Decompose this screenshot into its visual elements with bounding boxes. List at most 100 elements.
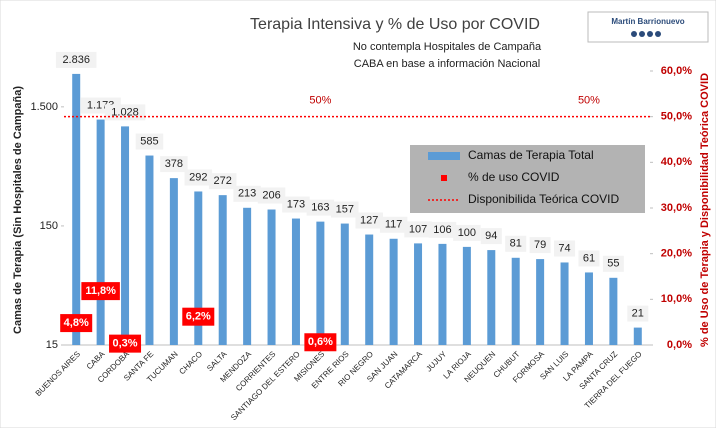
value-label: 173 xyxy=(287,198,305,210)
value-label-box xyxy=(379,216,408,233)
y2-tick-label: 10,0% xyxy=(661,293,692,305)
value-label-box xyxy=(428,221,457,238)
legend-swatch xyxy=(428,152,460,160)
value-label: 106 xyxy=(433,224,451,236)
value-label: 100 xyxy=(458,227,476,239)
value-label: 21 xyxy=(632,308,644,320)
y-tick-label: 1.500 xyxy=(30,101,58,113)
bar xyxy=(389,238,398,345)
y-tick-label: 150 xyxy=(40,220,58,232)
marker-label: 11,8% xyxy=(85,285,116,297)
y2-tick-label: 50,0% xyxy=(661,111,692,123)
value-label: 272 xyxy=(214,175,232,187)
value-label: 585 xyxy=(140,135,158,147)
bar xyxy=(169,178,178,345)
bar xyxy=(291,218,300,345)
value-label-box xyxy=(453,224,481,241)
value-label: 61 xyxy=(583,252,595,264)
chart-title: Terapia Intensiva y % de Uso por COVID xyxy=(250,16,540,33)
bar xyxy=(243,207,252,345)
value-label-box xyxy=(505,235,527,252)
marker-label: 4,8% xyxy=(64,317,89,329)
value-label: 1.028 xyxy=(111,106,139,118)
bar xyxy=(633,327,642,345)
value-label: 213 xyxy=(238,188,256,200)
value-label: 163 xyxy=(311,202,329,214)
marker xyxy=(182,307,215,326)
value-label-box xyxy=(282,196,310,213)
y2-axis-title: % de Uso de Terapia y Disponibilidad Teó… xyxy=(699,73,711,347)
value-label-box xyxy=(404,221,432,238)
y2-tick-label: 40,0% xyxy=(661,156,692,168)
bar xyxy=(267,209,276,345)
value-label-box xyxy=(257,187,286,204)
value-label: 206 xyxy=(262,189,280,201)
value-label-box xyxy=(233,185,261,202)
bar xyxy=(511,257,520,345)
value-label-box xyxy=(184,169,213,186)
value-label-box xyxy=(104,104,146,121)
value-label: 2.836 xyxy=(62,54,90,66)
value-label-box xyxy=(554,240,576,257)
bar xyxy=(96,119,105,346)
value-label: 81 xyxy=(510,238,522,250)
value-label-box xyxy=(331,201,359,218)
marker-label: 6,2% xyxy=(186,311,211,323)
y2-tick-label: 30,0% xyxy=(661,202,692,214)
bar xyxy=(194,191,203,345)
badge: Martín Barrionuevo xyxy=(611,17,684,26)
y2-tick-label: 20,0% xyxy=(661,248,692,260)
marker xyxy=(81,282,120,301)
value-label-box xyxy=(355,212,383,229)
bar xyxy=(536,259,545,345)
value-label: 157 xyxy=(336,203,354,215)
bar xyxy=(365,234,374,345)
value-label-box xyxy=(627,305,649,322)
value-label-box xyxy=(160,156,188,173)
value-label: 127 xyxy=(360,214,378,226)
value-label: 378 xyxy=(165,158,183,170)
value-label-box xyxy=(306,199,335,216)
badge-box xyxy=(587,11,709,43)
value-label: 117 xyxy=(385,219,403,231)
bar xyxy=(145,155,154,345)
bar xyxy=(121,126,130,346)
value-label-box xyxy=(602,255,624,272)
bar xyxy=(609,277,618,345)
value-label: 55 xyxy=(607,258,619,270)
y-axis-title: Camas de Terapia (Sin Hospitales de Camp… xyxy=(12,86,24,334)
marker xyxy=(60,314,93,333)
bar xyxy=(340,223,349,345)
subtitle: No contempla Hospitales de Campaña xyxy=(353,41,542,53)
value-label: 94 xyxy=(485,230,497,242)
bar xyxy=(316,221,325,345)
bar xyxy=(438,243,447,345)
bar xyxy=(72,73,81,345)
value-label: 79 xyxy=(534,239,546,251)
bar xyxy=(487,250,496,345)
subtitle: CABA en base a información Nacional xyxy=(354,58,541,70)
legend-label: Disponibilida Teórica COVID xyxy=(468,192,620,206)
value-label-box xyxy=(578,250,600,267)
value-label: 74 xyxy=(558,242,570,254)
annotation: 50% xyxy=(309,95,331,107)
value-label-box xyxy=(208,173,237,190)
marker xyxy=(109,334,142,353)
marker xyxy=(304,333,337,352)
legend-label: Camas de Terapia Total xyxy=(468,148,594,162)
marker-label: 0,6% xyxy=(308,336,333,348)
annotation: 50% xyxy=(578,95,600,107)
y2-tick-label: 0,0% xyxy=(667,339,692,351)
value-label-box xyxy=(55,51,97,68)
bar xyxy=(414,243,423,345)
bar xyxy=(218,195,227,345)
legend: Camas de Terapia Total % de uso COVID Disp… xyxy=(410,145,645,213)
bar xyxy=(462,246,471,345)
value-label-box xyxy=(480,228,502,245)
value-label-box xyxy=(135,133,164,150)
y2-tick-label: 60,0% xyxy=(661,65,692,77)
legend-swatch xyxy=(441,175,447,181)
value-label: 107 xyxy=(409,223,427,235)
legend-label: % de uso COVID xyxy=(468,170,560,184)
